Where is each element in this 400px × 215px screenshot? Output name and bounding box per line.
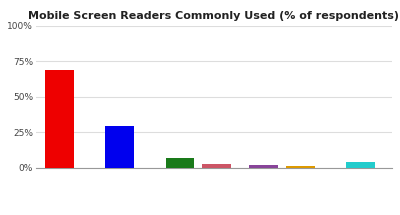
Bar bbox=[249, 165, 278, 168]
Bar bbox=[166, 158, 194, 168]
Title: Mobile Screen Readers Commonly Used (% of respondents): Mobile Screen Readers Commonly Used (% o… bbox=[28, 11, 400, 21]
Bar bbox=[45, 70, 74, 168]
Bar bbox=[346, 162, 375, 168]
Bar bbox=[105, 126, 134, 168]
Bar bbox=[202, 164, 231, 168]
Bar bbox=[286, 166, 315, 168]
